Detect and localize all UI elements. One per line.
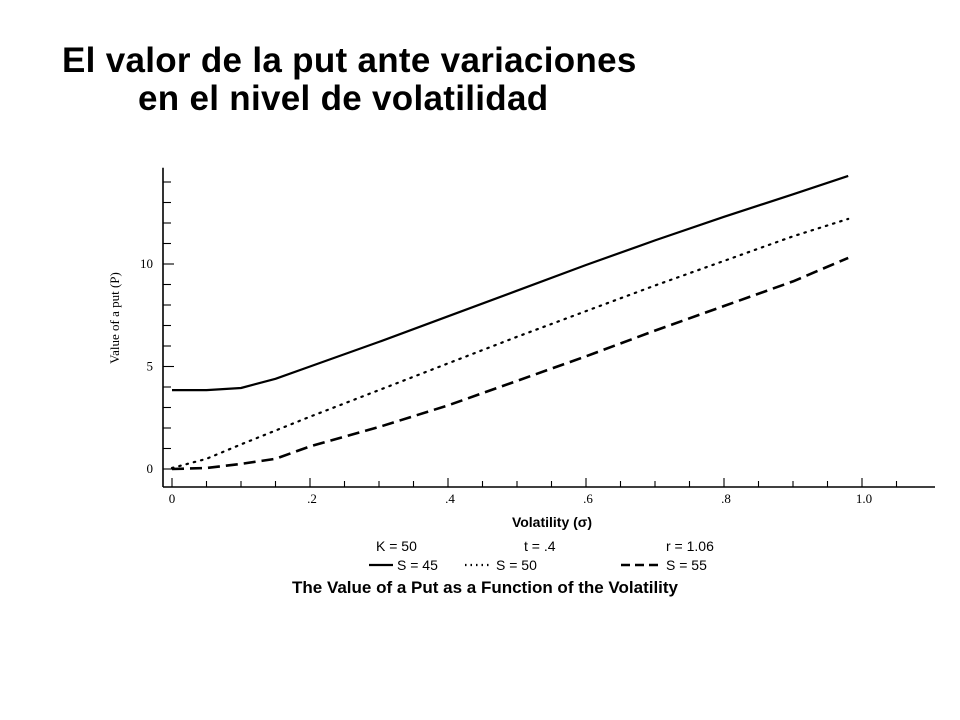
legend-label-s45: S = 45 xyxy=(397,557,438,573)
x-tick-label: .2 xyxy=(307,491,317,506)
series-line-1 xyxy=(172,174,849,392)
y-axis-label: Value of a put (P) xyxy=(107,272,122,364)
slide-title-line-1: El valor de la put ante variaciones xyxy=(62,41,637,80)
param-strike: K = 50 xyxy=(376,538,417,554)
x-tick-label: 0 xyxy=(169,491,176,506)
legend-label-s50: S = 50 xyxy=(496,557,537,573)
x-tick-label: .6 xyxy=(583,491,593,506)
slide-title-line-2: en el nivel de volatilidad xyxy=(138,79,549,118)
x-tick-label: 1.0 xyxy=(856,491,872,506)
y-tick-label: 10 xyxy=(140,256,153,271)
series-line-3 xyxy=(171,256,849,471)
x-axis-label: Volatility (σ) xyxy=(512,514,592,530)
param-rate: r = 1.06 xyxy=(666,538,714,554)
chart-caption: The Value of a Put as a Function of the … xyxy=(292,578,679,597)
x-tick-label: .4 xyxy=(445,491,455,506)
legend-swatch-s45 xyxy=(369,563,393,567)
chart-series xyxy=(170,174,850,471)
y-tick-label: 0 xyxy=(147,461,154,476)
slide-title: El valor de la put ante variaciones en e… xyxy=(62,42,637,118)
chart-axes: 0 5 10 0 .2 .4 .6 .8 1.0 xyxy=(140,167,935,506)
legend-swatch-s55 xyxy=(621,563,661,567)
x-tick-label: .8 xyxy=(721,491,731,506)
legend-swatch-s50 xyxy=(465,563,491,567)
series-line-2 xyxy=(170,217,850,470)
legend-label-s55: S = 55 xyxy=(666,557,707,573)
param-time: t = .4 xyxy=(524,538,556,554)
y-tick-label: 5 xyxy=(147,359,154,374)
